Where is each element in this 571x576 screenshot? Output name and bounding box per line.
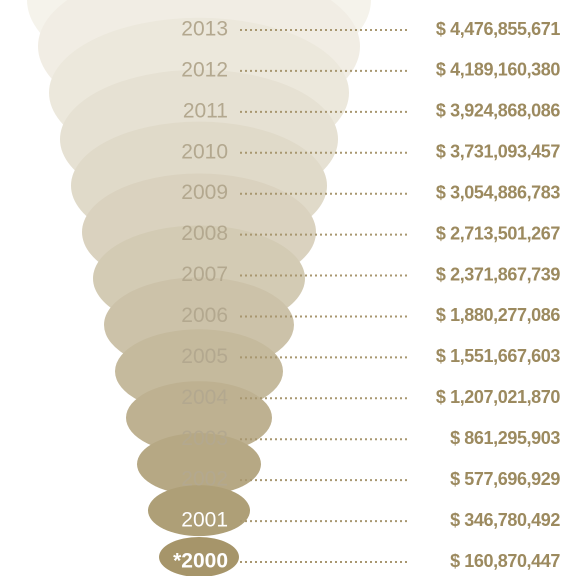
- amount-label: $ 577,696,929: [450, 469, 560, 489]
- year-label: 2013: [181, 18, 228, 41]
- amount-label: $ 2,371,867,739: [436, 264, 561, 284]
- funnel-layer: [159, 537, 239, 576]
- funnel-layer: [148, 485, 250, 537]
- funnel-layer: [137, 433, 261, 496]
- year-label: *2000: [173, 550, 228, 573]
- year-label: 2003: [181, 427, 228, 450]
- amount-label: $ 1,880,277,086: [436, 305, 561, 325]
- amount-label: $ 861,295,903: [450, 428, 560, 448]
- funnel: [27, 0, 371, 576]
- amount-label: $ 3,731,093,457: [436, 142, 561, 162]
- year-label: 2012: [181, 58, 228, 81]
- year-label: 2002: [181, 468, 228, 491]
- year-label: 2011: [183, 99, 228, 122]
- amount-label: $ 1,207,021,870: [436, 387, 561, 407]
- amount-label: $ 4,476,855,671: [436, 19, 561, 39]
- year-label: 2010: [181, 140, 228, 163]
- year-label: 2005: [181, 345, 228, 368]
- year-label: 2008: [181, 222, 228, 245]
- amount-label: $ 160,870,447: [450, 551, 560, 571]
- amount-label: $ 1,551,667,603: [436, 346, 561, 366]
- year-label: 2004: [181, 386, 228, 409]
- year-label: 2006: [181, 304, 228, 327]
- amount-label: $ 4,189,160,380: [436, 60, 561, 80]
- year-label: 2007: [181, 263, 228, 286]
- amount-label: $ 346,780,492: [450, 510, 560, 530]
- amount-label: $ 3,924,868,086: [436, 101, 561, 121]
- year-label: 2001: [181, 509, 228, 532]
- amount-label: $ 3,054,886,783: [436, 182, 561, 202]
- amount-label: $ 2,713,501,267: [436, 223, 561, 243]
- funnel-layer: [126, 381, 272, 455]
- year-label: 2009: [181, 181, 228, 204]
